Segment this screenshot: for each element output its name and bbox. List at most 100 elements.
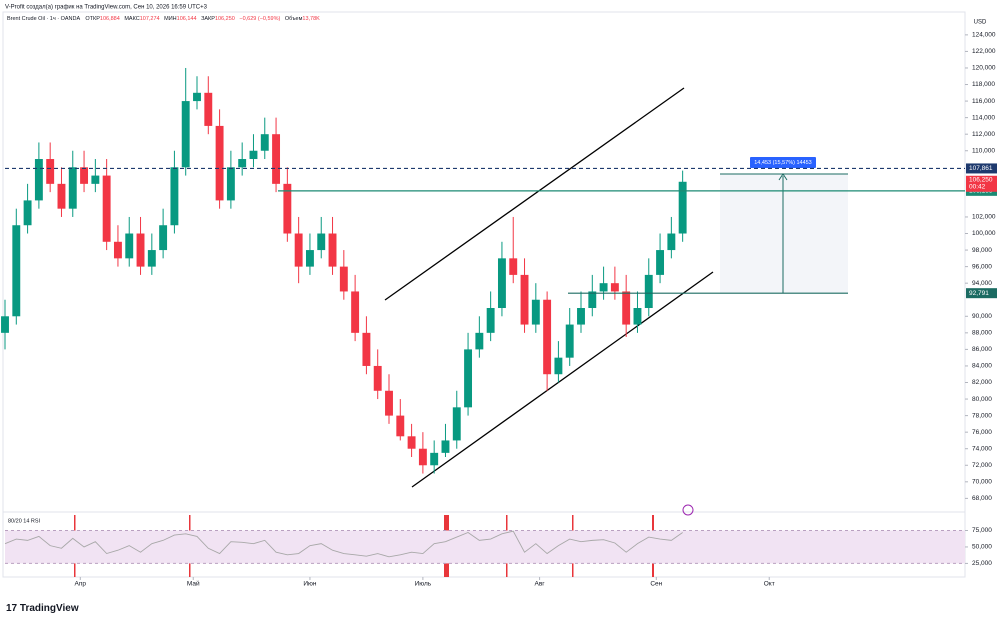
y-tick-label: 25,000 [972, 560, 992, 567]
candle-body [46, 159, 55, 184]
candle-body [430, 452, 439, 466]
candle-body [520, 274, 529, 325]
y-tick-label: 80,000 [972, 396, 992, 403]
x-tick-label: Май [187, 580, 200, 588]
candle-body [441, 440, 450, 453]
legend-label: Объем [285, 16, 303, 22]
candle-body [226, 167, 235, 201]
measure-label-box [750, 157, 816, 168]
rsi-band [5, 530, 965, 564]
last-price-label: 106,250 [969, 177, 993, 184]
candle-body [317, 233, 326, 251]
legend-value: 106,250 [215, 16, 235, 22]
candle-body [34, 159, 43, 201]
y-tick-label: 98,000 [972, 247, 992, 254]
candle-body [531, 299, 540, 325]
candle-body [238, 159, 247, 168]
symbol: Brent Crude Oil · 1ч · OANDA [7, 16, 80, 22]
y-tick-label: 75,000 [972, 527, 992, 534]
y-tick-label: 114,000 [972, 114, 995, 121]
candle-body [452, 407, 461, 441]
candle-body [486, 308, 495, 333]
candle-body [554, 357, 563, 375]
y-tick-label: 124,000 [972, 32, 996, 39]
candle-body [396, 415, 405, 437]
legend-value: 106,144 [177, 16, 197, 22]
candle-body [159, 225, 168, 251]
pane-title: 80/20 14 RSI [8, 518, 41, 524]
y-tick-label: 120,000 [972, 65, 996, 72]
candle-body [656, 250, 665, 275]
x-tick-label: Апр [75, 581, 87, 588]
legend-value: −0,629 (−0,59%) [239, 16, 280, 22]
candle-body [125, 233, 134, 259]
candle-body [249, 150, 258, 160]
alert-icon [682, 504, 694, 516]
y-tick-label: 112,000 [972, 131, 995, 138]
measure-label: 14,453 (15,57%) 14453 [754, 160, 812, 166]
y-tick-label: 94,000 [972, 280, 992, 287]
candle-body [351, 291, 360, 333]
trend-line [384, 87, 685, 301]
y-tick-label: 68,000 [972, 495, 992, 502]
legend-value: 13,78K [302, 16, 320, 22]
candle-body [475, 332, 484, 350]
candle-body [362, 332, 371, 366]
legend-label: МАКС [124, 16, 139, 22]
candle-body [385, 390, 393, 416]
level-tag [966, 288, 997, 299]
candle-body [23, 200, 32, 226]
y-tick-label: 82,000 [972, 379, 992, 386]
legend-value: 106,884 [100, 16, 120, 22]
candle-body [418, 448, 427, 466]
candle-body [113, 241, 122, 259]
level-label: 107,861 [969, 165, 993, 172]
x-tick-label: Сен [650, 581, 662, 588]
y-tick-label: 116,000 [972, 98, 995, 105]
candle-body [147, 250, 156, 267]
candle-body [181, 101, 190, 168]
y-tick-label: 78,000 [972, 412, 992, 419]
frame [2, 11, 966, 578]
candle-body [407, 436, 416, 449]
candle-body [633, 308, 642, 325]
candle-body [260, 134, 269, 151]
currency: USD [974, 20, 987, 26]
trend-line [411, 271, 714, 488]
candle-body [667, 233, 676, 251]
candle-body [644, 274, 653, 309]
level-label: 92,791 [969, 290, 989, 297]
candle-body [678, 181, 687, 234]
x-tick-label: Авг [535, 581, 546, 588]
candle-body [283, 183, 292, 234]
y-tick-label: 86,000 [972, 346, 992, 353]
countdown: 00:42 [969, 184, 986, 191]
y-tick-label: 50,000 [972, 544, 992, 551]
candle-body [136, 233, 145, 267]
header: V-Profit создал(а) график на TradingView… [5, 5, 208, 11]
logo-text: TradingView [20, 603, 79, 614]
candle-body [509, 258, 518, 275]
candle-body [294, 233, 303, 267]
candle-body [464, 349, 473, 408]
candle-body [339, 266, 348, 292]
candle-body [577, 308, 585, 325]
y-tick-label: 110,000 [972, 147, 995, 154]
y-tick-label: 90,000 [972, 313, 992, 320]
candle-body [622, 291, 631, 325]
candle-body [215, 125, 224, 201]
candle-body [373, 365, 382, 391]
candle-body [193, 92, 201, 102]
rsi-line [4, 530, 683, 558]
x-tick-label: Июн [303, 581, 317, 588]
y-tick-label: 118,000 [972, 81, 995, 88]
candle-body [543, 299, 552, 375]
logo: 17 TradingView [6, 603, 79, 614]
legend-label: ЗАКР [201, 16, 215, 22]
candle-body [170, 167, 179, 226]
legend-label: ОТКР [85, 16, 100, 22]
y-tick-label: 100,000 [972, 230, 996, 237]
legend: Brent Crude Oil · 1ч · OANDA ОТКР106,884… [7, 16, 320, 22]
candle-body [204, 92, 213, 126]
